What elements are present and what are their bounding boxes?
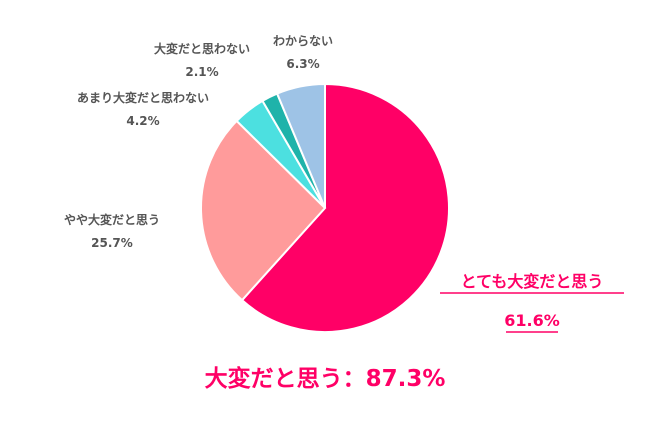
slice-value-not-very-hard: 4.2%: [126, 114, 159, 128]
pie-slices: [200, 82, 450, 333]
slice-label-somewhat-hard: やや大変だと思う: [64, 212, 160, 227]
slice-value-dont-know: 6.3%: [286, 57, 319, 71]
slice-label-not-very-hard: あまり大変だと思わない: [77, 90, 209, 105]
slice-label-not-hard: 大変だと思わない: [154, 41, 250, 56]
slice-value-somewhat-hard: 25.7%: [91, 236, 133, 250]
slice-value-very-hard: 61.6%: [504, 311, 560, 330]
pie-slice-somewhat-hard: [200, 119, 327, 302]
slice-label-dont-know: わからない: [273, 34, 333, 48]
summary-text: 大変だと思う：87.3%: [205, 365, 446, 392]
pie-labels: とても大変だと思う 61.6% やや大変だと思う 25.7% あまり大変だと思わ…: [64, 34, 624, 392]
slice-label-very-hard: とても大変だと思う: [461, 272, 604, 291]
slice-value-not-hard: 2.1%: [185, 65, 218, 79]
pie-slice-dont-know: [275, 82, 326, 209]
pie-slice-very-hard: [240, 82, 450, 333]
